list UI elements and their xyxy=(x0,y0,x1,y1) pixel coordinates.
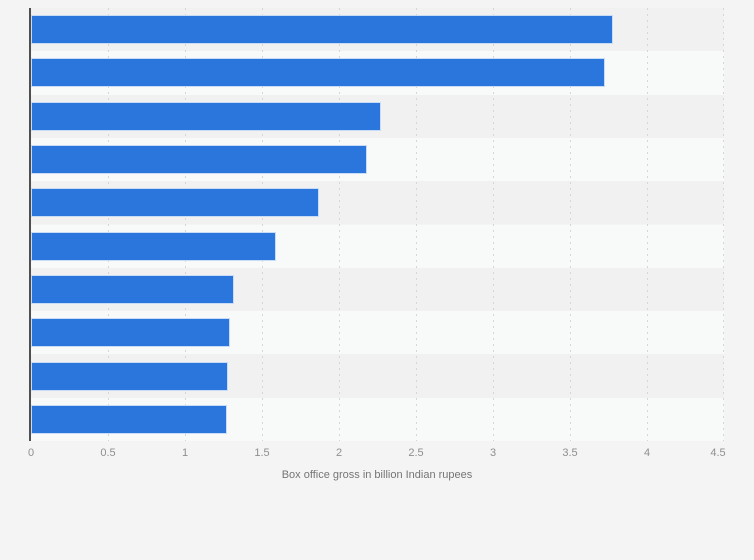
plot-area xyxy=(29,8,724,441)
gridline xyxy=(108,8,109,441)
x-tick-label: 2 xyxy=(335,447,343,459)
gridline xyxy=(185,8,186,441)
bar[interactable] xyxy=(31,101,381,131)
bar[interactable] xyxy=(31,58,606,88)
bar[interactable] xyxy=(31,318,230,348)
x-tick-label: 4 xyxy=(643,447,651,459)
bar[interactable] xyxy=(31,274,235,304)
gridline xyxy=(647,8,648,441)
bar[interactable] xyxy=(31,188,319,218)
x-tick-label: 4.5 xyxy=(710,447,726,459)
gridline xyxy=(570,8,571,441)
x-tick-label: 1.5 xyxy=(254,447,270,459)
gridline xyxy=(339,8,340,441)
x-tick-label: 0 xyxy=(27,447,35,459)
x-tick-label: 3 xyxy=(489,447,497,459)
y-axis-line xyxy=(29,8,31,441)
x-tick-label: 1 xyxy=(181,447,189,459)
x-axis-title: Box office gross in billion Indian rupee… xyxy=(281,469,473,481)
bar[interactable] xyxy=(31,231,276,261)
x-tick-label: 2.5 xyxy=(408,447,424,459)
bar[interactable] xyxy=(31,404,227,434)
bar[interactable] xyxy=(31,145,367,175)
bar[interactable] xyxy=(31,361,229,391)
x-tick-label: 0.5 xyxy=(100,447,116,459)
gridline xyxy=(493,8,494,441)
x-tick-label: 3.5 xyxy=(562,447,578,459)
gridline xyxy=(262,8,263,441)
bar[interactable] xyxy=(31,15,614,45)
gridline xyxy=(416,8,417,441)
gridline xyxy=(723,8,724,441)
